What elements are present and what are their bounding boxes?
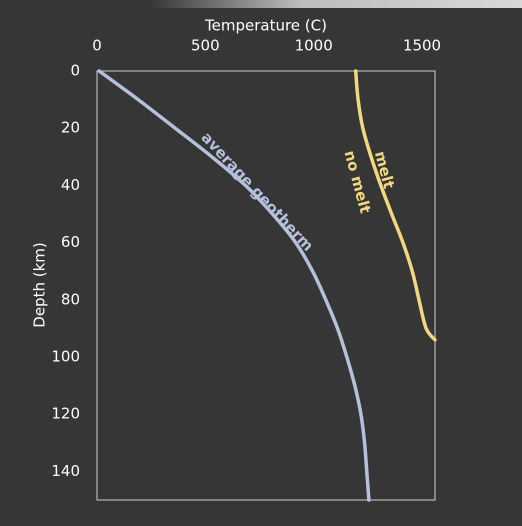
y-tick-label: 40 bbox=[61, 176, 80, 194]
x-tick-label: 1500 bbox=[403, 37, 441, 55]
y-axis-title: Depth (km) bbox=[31, 242, 49, 327]
x-axis-title: Temperature (C) bbox=[204, 17, 327, 35]
y-tick-label: 20 bbox=[61, 119, 80, 137]
y-tick-label: 140 bbox=[51, 462, 80, 480]
x-tick-label: 0 bbox=[92, 37, 102, 55]
plot-frame bbox=[96, 70, 436, 501]
y-tick-label: 0 bbox=[70, 62, 80, 80]
y-tick-label: 100 bbox=[51, 348, 80, 366]
slide-edge bbox=[150, 0, 522, 8]
y-tick-label: 80 bbox=[61, 290, 80, 308]
y-tick-label: 60 bbox=[61, 233, 80, 251]
x-tick-label: 1000 bbox=[295, 37, 333, 55]
series-line bbox=[353, 69, 437, 342]
series-line bbox=[97, 69, 371, 502]
x-tick-label: 500 bbox=[191, 37, 220, 55]
y-tick-label: 120 bbox=[51, 405, 80, 423]
